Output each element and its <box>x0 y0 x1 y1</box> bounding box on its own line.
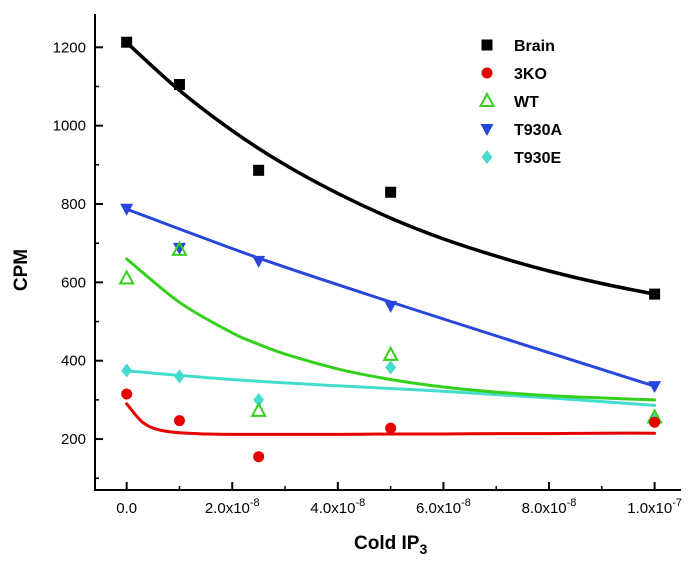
marker-t930e <box>385 360 397 375</box>
legend-marker-t930e <box>481 150 493 164</box>
marker-wt <box>382 345 399 361</box>
x-tick-label: 1.0x10-7 <box>627 497 682 517</box>
marker-wt <box>118 269 135 285</box>
marker-t930a <box>384 300 398 313</box>
y-tick-label: 800 <box>61 196 86 213</box>
x-tick-label: 2.0x10-8 <box>205 497 260 517</box>
marker-3ko <box>385 422 397 434</box>
marker-3ko <box>649 416 661 428</box>
legend-label-3ko: 3KO <box>514 66 547 83</box>
legend-label-t930a: T930A <box>514 122 562 139</box>
marker-t930a <box>252 255 266 268</box>
x-tick-label: 8.0x10-8 <box>522 497 577 517</box>
marker-t930e <box>121 363 133 378</box>
legend-label-wt: WT <box>514 94 539 111</box>
y-tick-label: 1000 <box>53 118 86 135</box>
marker-wt <box>171 240 188 256</box>
marker-t930e <box>253 392 265 407</box>
marker-wt <box>250 401 267 417</box>
y-axis-title: CPM <box>11 249 32 291</box>
marker-t930a <box>172 242 186 255</box>
legend-label-t930e: T930E <box>514 150 561 167</box>
marker-3ko <box>121 388 133 400</box>
legend-label-brain: Brain <box>514 38 555 55</box>
x-tick-label: 4.0x10-8 <box>310 497 365 517</box>
y-tick-label: 400 <box>61 353 86 370</box>
legend-marker-wt <box>478 91 496 107</box>
marker-3ko <box>173 415 185 427</box>
marker-3ko <box>253 451 265 463</box>
fit-curve-brain <box>124 40 657 296</box>
legend-marker-brain <box>481 39 493 51</box>
legend-marker-t930a <box>480 124 494 136</box>
y-tick-label: 600 <box>61 274 86 291</box>
marker-t930a <box>648 381 662 394</box>
y-tick-label: 1200 <box>53 39 86 56</box>
marker-brain <box>121 36 133 48</box>
fit-curve-wt <box>125 257 657 402</box>
marker-brain <box>385 186 397 198</box>
fit-curve-3ko <box>125 402 657 436</box>
x-tick-label: 0.0 <box>116 500 137 517</box>
marker-brain <box>253 164 265 176</box>
marker-t930a <box>120 203 134 216</box>
legend: Brain 3KO WT T930A T930E <box>478 38 562 167</box>
marker-t930e <box>173 369 185 384</box>
legend-marker-3ko <box>481 67 493 79</box>
marker-brain <box>649 288 661 300</box>
x-tick-label: 6.0x10-8 <box>416 497 471 517</box>
y-tick-label: 200 <box>61 431 86 448</box>
marker-brain <box>173 79 185 91</box>
x-axis-title: Cold IP3 <box>354 533 427 557</box>
fit-curve-t930e <box>125 369 657 407</box>
